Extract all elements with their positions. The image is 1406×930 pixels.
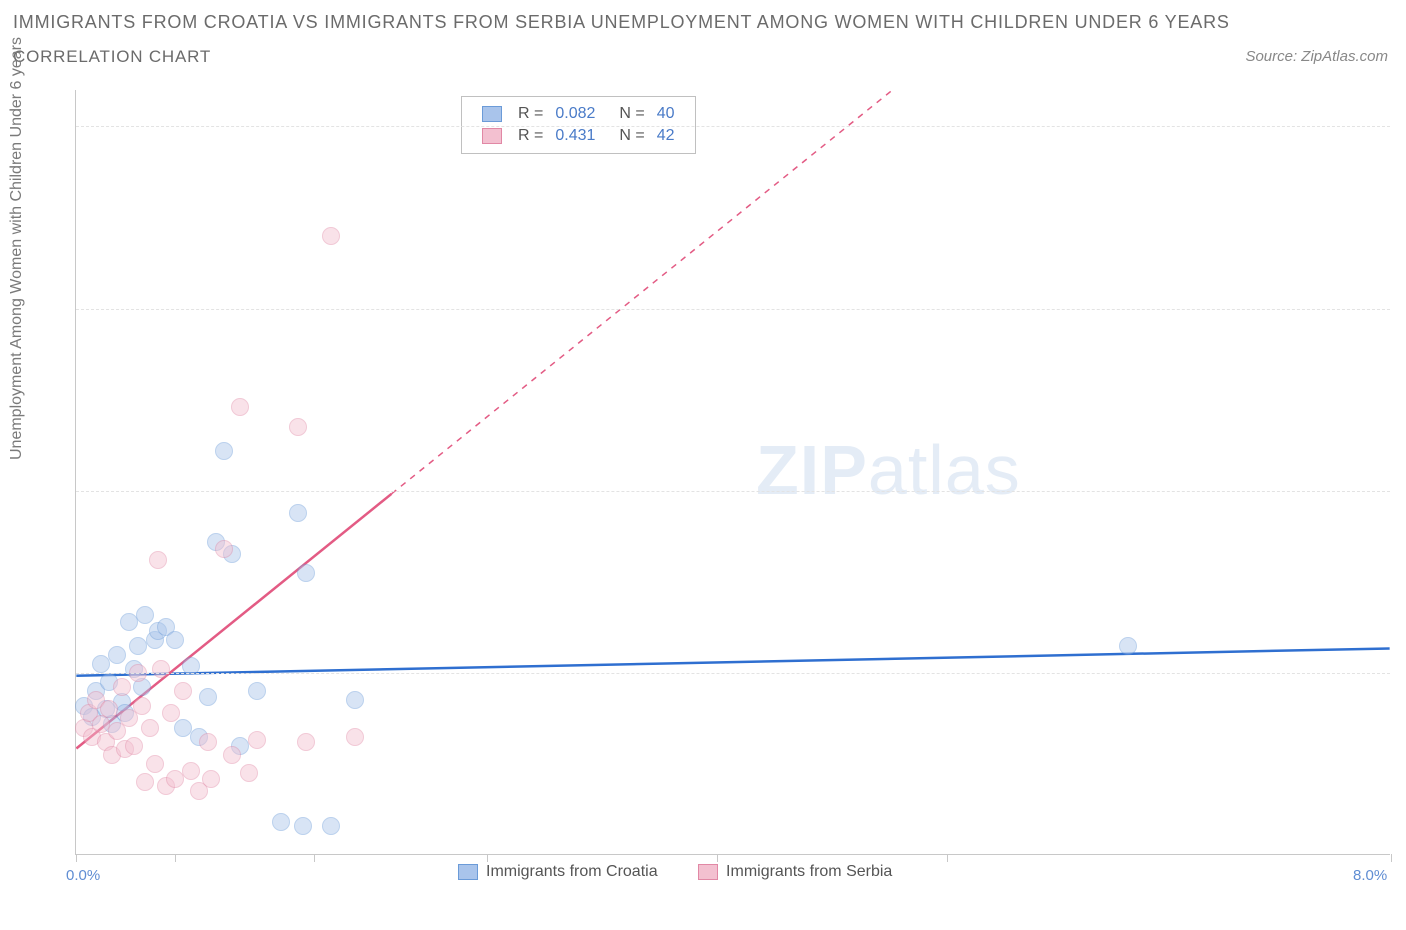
n-label: N = bbox=[613, 103, 650, 125]
stats-row-serbia: R = 0.431 N = 42 bbox=[476, 125, 681, 147]
dot-croatia bbox=[136, 606, 154, 624]
n-value-serbia: 42 bbox=[651, 125, 681, 147]
dot-serbia bbox=[136, 773, 154, 791]
y-tick-label: 40.0% bbox=[1395, 116, 1406, 133]
stats-table: R = 0.082 N = 40 R = 0.431 N = 42 bbox=[476, 103, 681, 147]
dot-croatia bbox=[289, 504, 307, 522]
y-tick-label: 20.0% bbox=[1395, 481, 1406, 498]
dot-croatia bbox=[199, 688, 217, 706]
gridline-h bbox=[76, 309, 1390, 310]
dot-croatia bbox=[120, 613, 138, 631]
dot-serbia bbox=[100, 700, 118, 718]
source-attribution: Source: ZipAtlas.com bbox=[1245, 48, 1388, 65]
dot-serbia bbox=[231, 398, 249, 416]
r-label: R = bbox=[512, 125, 549, 147]
dot-croatia bbox=[294, 817, 312, 835]
x-tick-label: 8.0% bbox=[1353, 867, 1387, 884]
dot-serbia bbox=[289, 418, 307, 436]
y-tick-label: 30.0% bbox=[1395, 299, 1406, 316]
dot-serbia bbox=[141, 719, 159, 737]
n-label: N = bbox=[613, 125, 650, 147]
regression-lines bbox=[76, 90, 1390, 854]
legend-label-serbia: Immigrants from Serbia bbox=[726, 863, 892, 881]
dot-croatia bbox=[297, 564, 315, 582]
r-label: R = bbox=[512, 103, 549, 125]
x-tick-label: 0.0% bbox=[66, 867, 100, 884]
dot-serbia bbox=[152, 660, 170, 678]
dot-serbia bbox=[240, 764, 258, 782]
r-value-croatia: 0.082 bbox=[549, 103, 601, 125]
dot-serbia bbox=[322, 227, 340, 245]
dot-croatia bbox=[129, 637, 147, 655]
x-tick bbox=[1391, 854, 1392, 862]
x-tick bbox=[947, 854, 948, 862]
gridline-h bbox=[76, 491, 1390, 492]
dot-croatia bbox=[272, 813, 290, 831]
x-tick bbox=[487, 854, 488, 862]
y-axis-label: Unemployment Among Women with Children U… bbox=[8, 37, 26, 460]
dot-serbia bbox=[113, 678, 131, 696]
dot-serbia bbox=[297, 733, 315, 751]
dot-serbia bbox=[125, 737, 143, 755]
n-value-croatia: 40 bbox=[651, 103, 681, 125]
dot-croatia bbox=[166, 631, 184, 649]
dot-croatia bbox=[215, 442, 233, 460]
dot-serbia bbox=[199, 733, 217, 751]
chart-title-block: IMMIGRANTS FROM CROATIA VS IMMIGRANTS FR… bbox=[13, 12, 1230, 67]
swatch-serbia bbox=[698, 864, 718, 880]
dot-serbia bbox=[149, 551, 167, 569]
legend-item-croatia: Immigrants from Croatia bbox=[458, 863, 658, 881]
watermark-bold: ZIP bbox=[756, 431, 868, 509]
dot-croatia bbox=[92, 655, 110, 673]
dot-serbia bbox=[223, 746, 241, 764]
dot-croatia bbox=[322, 817, 340, 835]
watermark-rest: atlas bbox=[868, 431, 1021, 509]
scatter-plot: ZIPatlas R = 0.082 N = 40 R = 0.431 bbox=[75, 90, 1390, 855]
chart-area: ZIPatlas R = 0.082 N = 40 R = 0.431 bbox=[50, 90, 1390, 880]
dot-croatia bbox=[108, 646, 126, 664]
dot-serbia bbox=[174, 682, 192, 700]
swatch-croatia bbox=[458, 864, 478, 880]
title-line-2: CORRELATION CHART bbox=[13, 47, 1230, 67]
gridline-h bbox=[76, 673, 1390, 674]
series-legend: Immigrants from Croatia Immigrants from … bbox=[440, 863, 910, 885]
gridline-h bbox=[76, 126, 1390, 127]
dot-serbia bbox=[182, 762, 200, 780]
legend-label-croatia: Immigrants from Croatia bbox=[486, 863, 658, 881]
dot-serbia bbox=[248, 731, 266, 749]
y-tick-label: 10.0% bbox=[1395, 663, 1406, 680]
dot-croatia bbox=[248, 682, 266, 700]
stats-legend: R = 0.082 N = 40 R = 0.431 N = 42 bbox=[461, 96, 696, 154]
dot-serbia bbox=[346, 728, 364, 746]
dot-serbia bbox=[162, 704, 180, 722]
swatch-serbia bbox=[482, 128, 502, 144]
dot-croatia bbox=[174, 719, 192, 737]
x-tick bbox=[314, 854, 315, 862]
dot-croatia bbox=[346, 691, 364, 709]
x-tick bbox=[175, 854, 176, 862]
dot-serbia bbox=[202, 770, 220, 788]
dot-serbia bbox=[133, 697, 151, 715]
watermark: ZIPatlas bbox=[756, 430, 1021, 510]
x-tick bbox=[76, 854, 77, 862]
title-line-1: IMMIGRANTS FROM CROATIA VS IMMIGRANTS FR… bbox=[13, 12, 1230, 33]
legend-item-serbia: Immigrants from Serbia bbox=[698, 863, 892, 881]
swatch-croatia bbox=[482, 106, 502, 122]
stats-row-croatia: R = 0.082 N = 40 bbox=[476, 103, 681, 125]
x-tick bbox=[717, 854, 718, 862]
dot-serbia bbox=[146, 755, 164, 773]
r-value-serbia: 0.431 bbox=[549, 125, 601, 147]
dot-serbia bbox=[215, 540, 233, 558]
dot-croatia bbox=[1119, 637, 1137, 655]
dot-serbia bbox=[166, 770, 184, 788]
